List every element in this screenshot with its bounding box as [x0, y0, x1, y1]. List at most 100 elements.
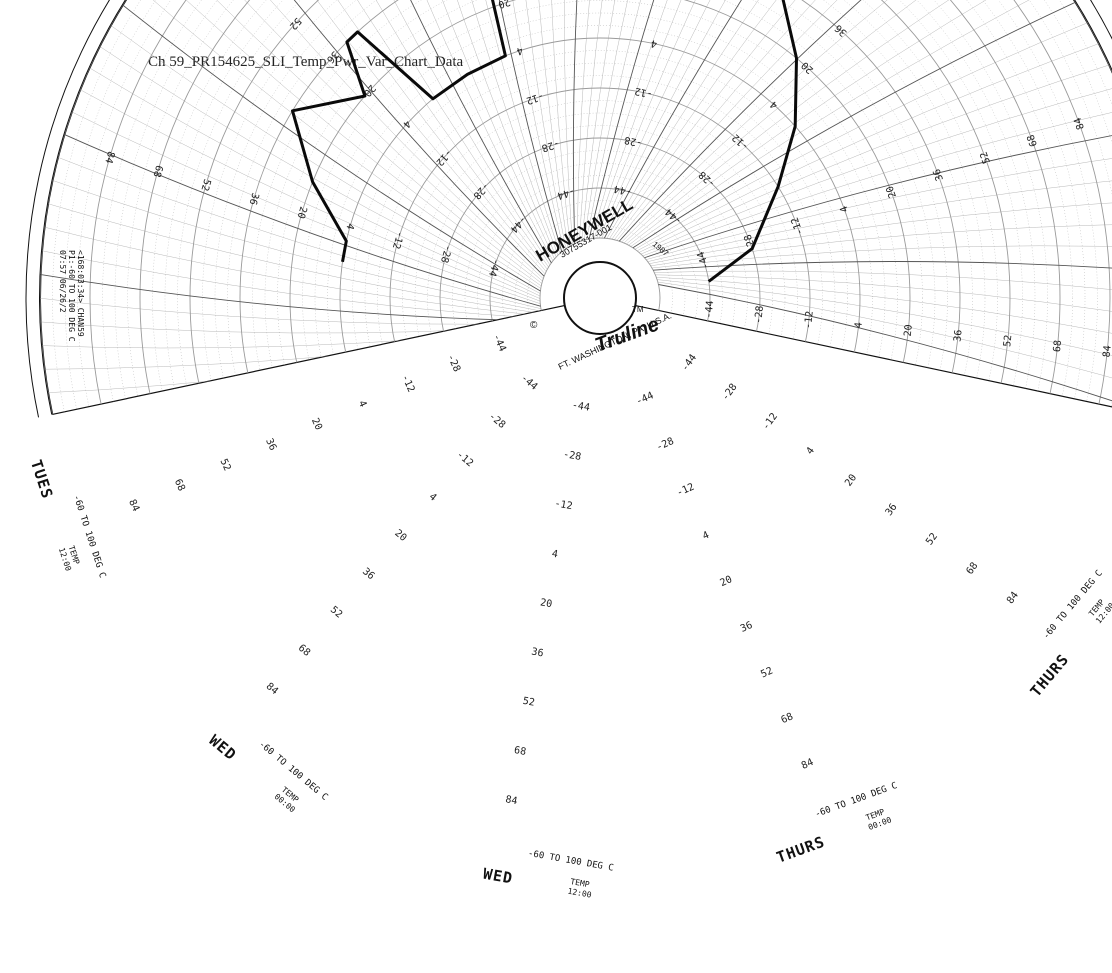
ring-label: -28 — [623, 134, 643, 149]
outer-rim-border — [25, 0, 1112, 418]
grid-ring-minor — [414, 112, 786, 415]
time-arc-minor — [657, 279, 1112, 370]
time-arc-major — [40, 333, 553, 415]
ring-label: -12 — [399, 373, 416, 394]
time-arc-minor — [584, 0, 698, 241]
logo-brand: HONEYWELL — [533, 195, 637, 266]
ring-label: 84 — [1102, 345, 1112, 358]
time-arc-minor — [586, 0, 721, 240]
ring-label: 4 — [427, 491, 439, 503]
ring-label: 52 — [328, 604, 344, 620]
ring-label: -44 — [680, 352, 700, 373]
time-arc-major — [320, 0, 552, 264]
ring-label: -44 — [519, 373, 540, 393]
ring-label: -44 — [556, 185, 577, 201]
ring-label: 52 — [979, 150, 993, 165]
time-arc-major — [202, 0, 545, 277]
time-arc-minor — [621, 0, 1014, 243]
ring-label: 4 — [551, 549, 559, 561]
ring-label: 68 — [780, 711, 795, 726]
division-range-label: -60 TO 100 DEG C — [527, 849, 614, 874]
grid-ring-minor — [252, 0, 948, 415]
time-arc-minor — [642, 105, 1112, 257]
time-arc-major — [111, 0, 541, 292]
ring-label: -12 — [790, 216, 807, 237]
time-arc-minor — [634, 17, 1101, 250]
grid-ring-minor — [377, 75, 823, 415]
time-arc-minor — [651, 245, 1112, 269]
time-arc-minor — [299, 0, 551, 266]
time-arc-minor — [221, 0, 546, 274]
time-arc-minor — [655, 274, 1112, 322]
ring-label: 4 — [839, 204, 851, 213]
time-arc-minor — [386, 0, 557, 258]
time-arc-minor — [564, 0, 576, 245]
ring-label: -12 — [454, 449, 475, 469]
time-arc-minor — [40, 247, 544, 319]
grid-ring-minor — [264, 0, 936, 415]
ring-label: 84 — [264, 681, 280, 697]
trace-line — [291, 0, 798, 283]
center-hole — [563, 261, 637, 335]
division-time-label: 12:00 — [567, 887, 592, 900]
time-arc-minor — [640, 82, 1112, 255]
grid-ring-minor — [102, 0, 1098, 415]
division-day-label: THURS — [1027, 650, 1073, 700]
ring-label: -12 — [761, 411, 781, 432]
grid-ring-minor — [464, 162, 736, 415]
time-arc-minor — [479, 0, 564, 251]
grid-ring-minor — [164, 0, 1036, 415]
time-arc-minor — [169, 0, 543, 282]
ring-label: -12 — [803, 310, 816, 329]
ring-label: -44 — [613, 183, 633, 198]
logo-tm: TM — [632, 305, 644, 314]
grid-ring-minor — [214, 0, 986, 415]
time-arc-minor — [630, 0, 1076, 247]
ring-label: 84 — [1072, 116, 1086, 131]
ring-label: 36 — [247, 191, 261, 206]
grid-ring-minor — [202, 0, 998, 415]
time-arc-minor — [40, 223, 543, 317]
time-arc-minor — [654, 270, 1112, 297]
division-range-label: -60 TO 100 DEG C — [71, 494, 107, 580]
time-arc-minor — [609, 0, 922, 239]
time-arc-minor — [611, 0, 941, 240]
side-note-line-1: 07:57 06/26/2 — [58, 250, 67, 313]
grid-ring-minor — [127, 0, 1073, 415]
grid-ring-minor — [314, 12, 886, 415]
ring-label: 68 — [1052, 340, 1064, 353]
ring-label: -44 — [703, 300, 716, 319]
time-arc-minor — [599, 0, 837, 239]
ring-label: -44 — [490, 332, 507, 353]
ring-label: 4 — [853, 322, 865, 329]
time-arc-minor — [341, 0, 554, 261]
grid-ring-minor — [352, 50, 848, 415]
time-arc-major — [40, 271, 545, 322]
grid-ring-minor — [64, 0, 1112, 415]
ring-label: 4 — [343, 222, 355, 231]
ring-label: 84 — [504, 794, 518, 807]
ring-label: -28 — [438, 244, 454, 264]
ring-label: 20 — [885, 184, 899, 199]
grid-ring-minor — [227, 0, 973, 415]
grid-ring-minor — [527, 225, 673, 371]
time-arc-minor — [656, 277, 1112, 346]
time-arc-major — [644, 128, 1112, 259]
ring-label: 20 — [392, 528, 408, 544]
ring-label: -12 — [675, 482, 696, 499]
ring-label: 36 — [884, 502, 900, 518]
time-arc-minor — [40, 175, 542, 312]
ring-label: 84 — [1005, 590, 1021, 606]
ring-label: 20 — [903, 324, 915, 337]
time-arc-minor — [657, 281, 1112, 394]
time-arc-major — [603, 0, 880, 239]
side-note-line-3: <168:03:34> CHAN59 — [76, 250, 85, 337]
ring-labels: -44-28-1242036526884-44-28-124203652-44-… — [102, 0, 1112, 807]
ring-label: -28 — [540, 137, 561, 153]
time-arc-minor — [626, 0, 1047, 245]
time-arc-minor — [40, 199, 543, 314]
time-arc-minor — [40, 331, 551, 394]
ring-label: 4 — [701, 530, 711, 543]
time-arc-minor — [576, 0, 625, 243]
ring-label: 4 — [356, 399, 369, 409]
